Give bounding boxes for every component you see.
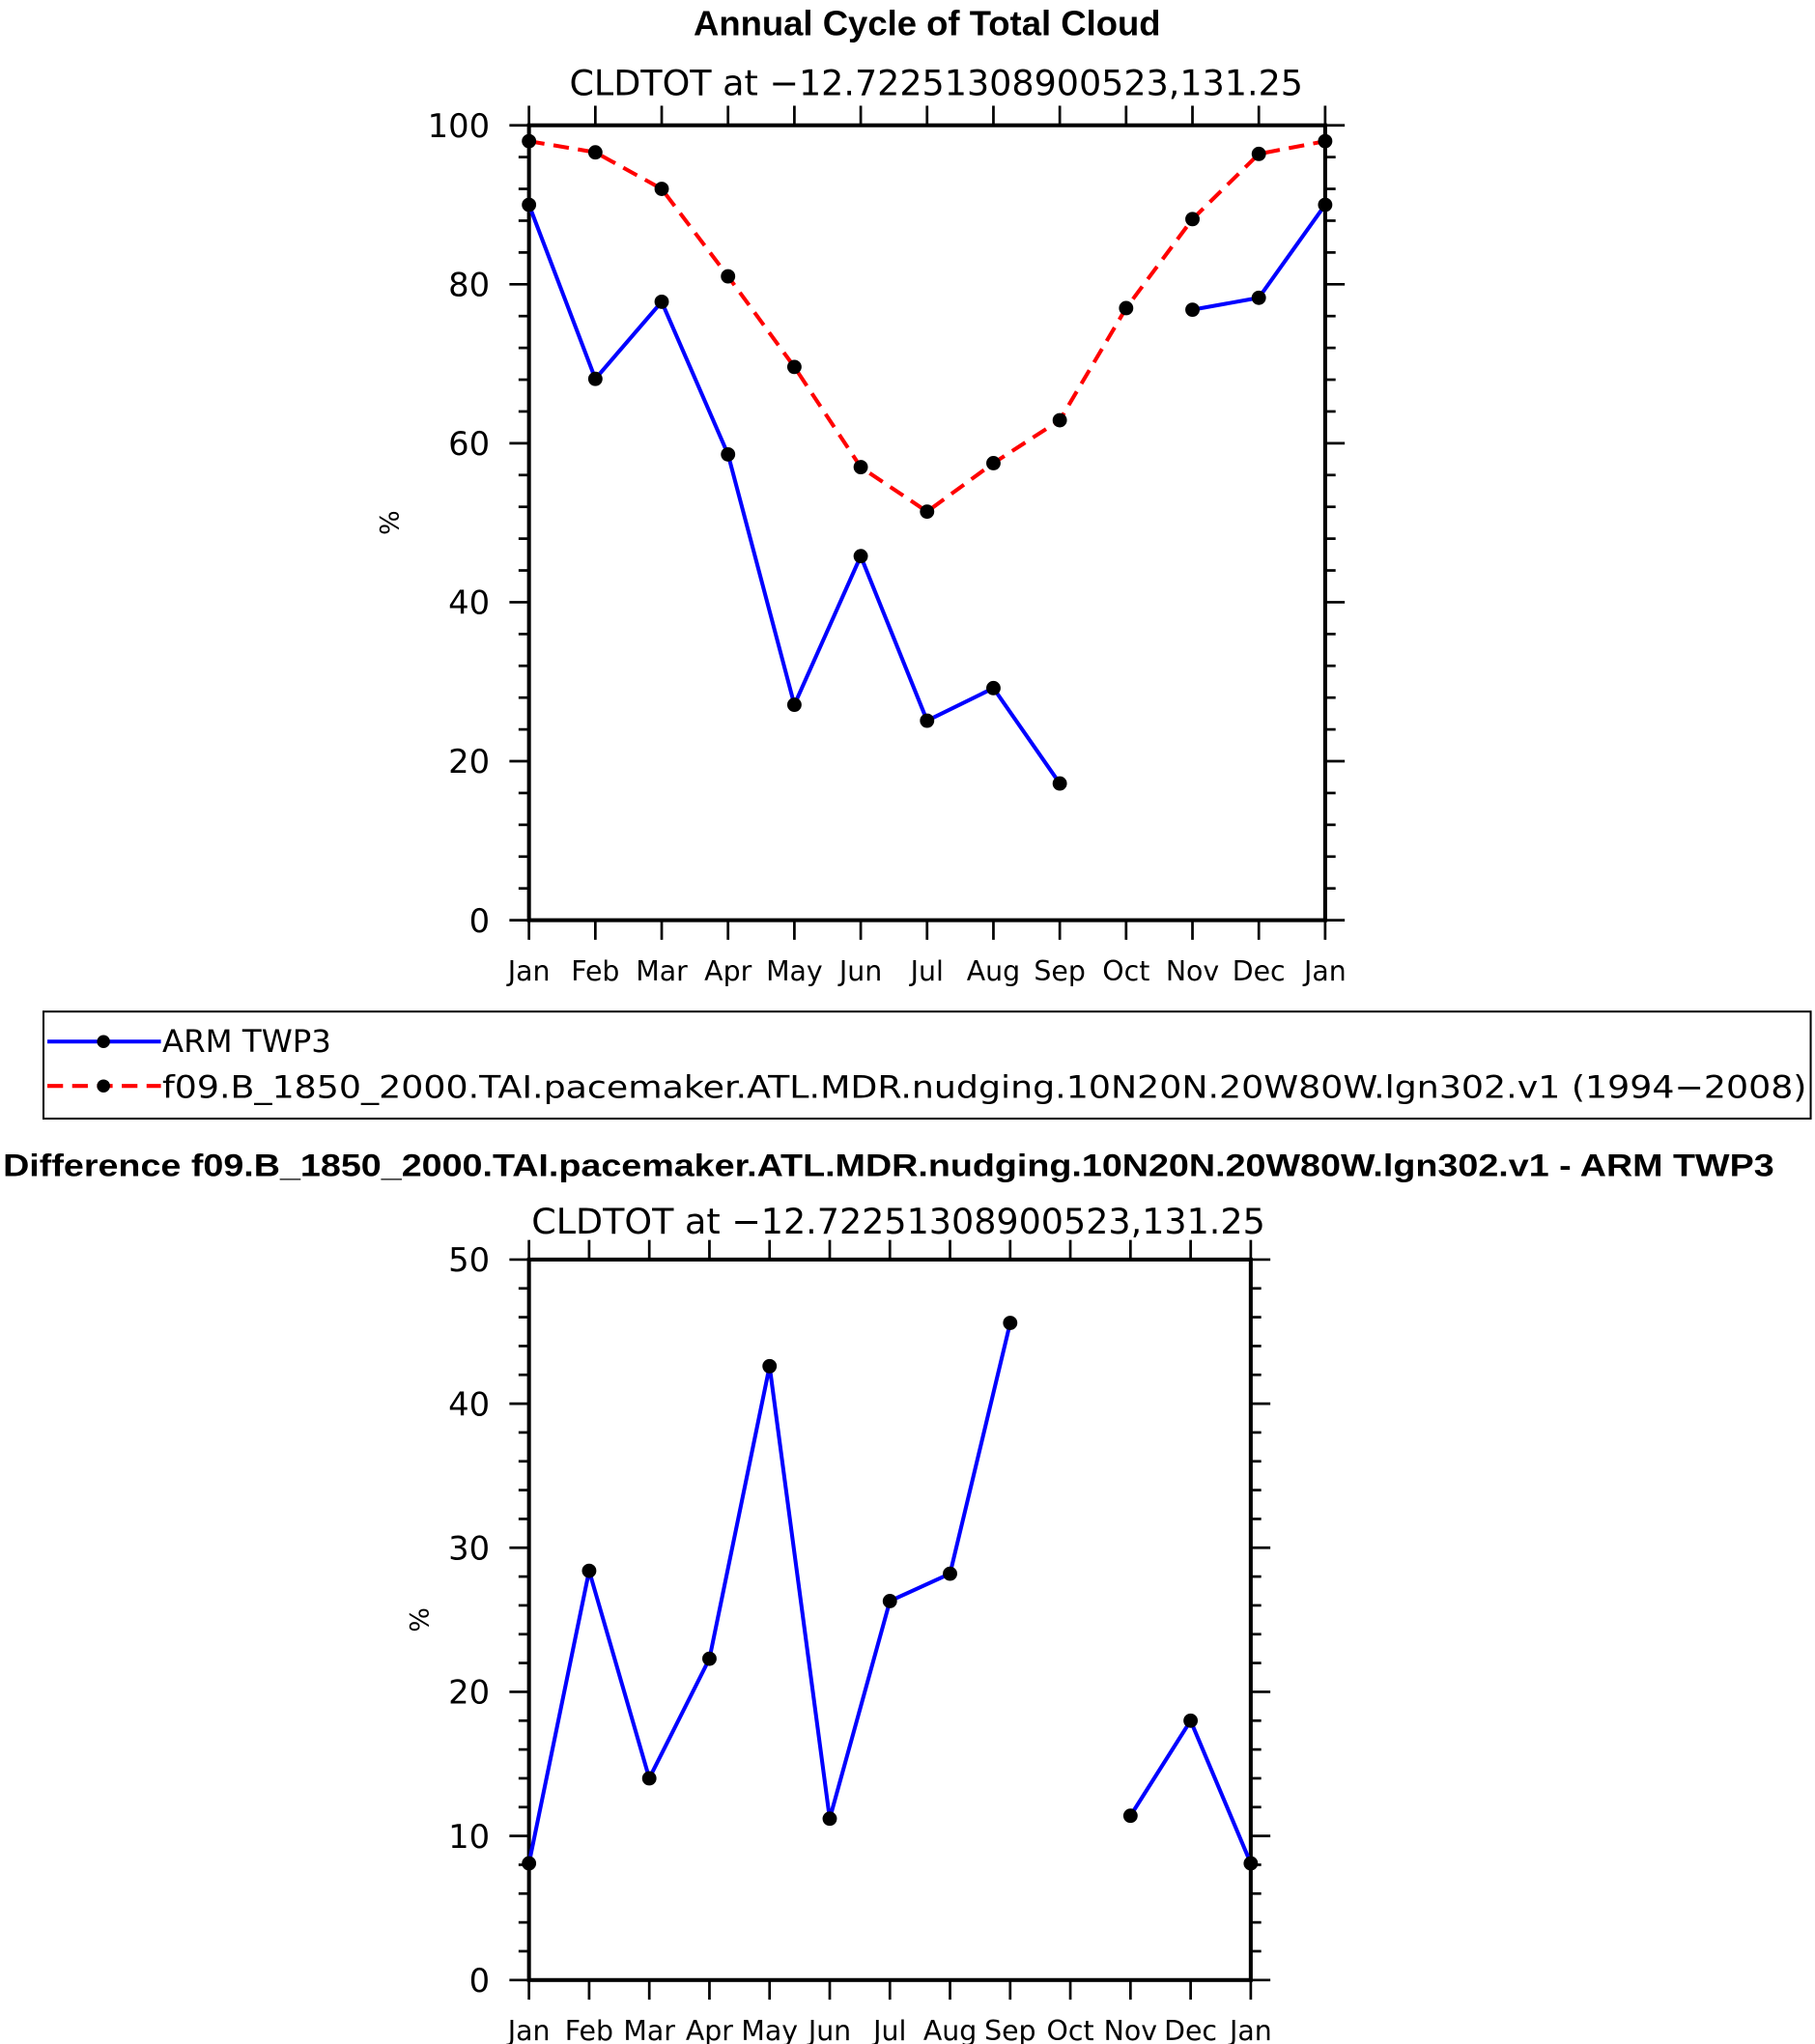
data-point-0 [702,1651,717,1666]
data-point-0 [882,1594,897,1608]
x-tick-label: Oct [1047,2015,1094,2044]
data-point-0 [587,371,603,386]
data-point-1 [1318,133,1333,149]
series-line-0 [526,204,1062,785]
x-tick-label: May [741,2015,798,2044]
x-tick-label: Sep [984,2015,1035,2044]
y-tick-label: 40 [448,1385,490,1423]
data-point-1 [1251,146,1266,161]
data-point-0 [786,697,802,713]
y-tick-label: 60 [448,425,490,463]
y-tick-label: 100 [428,107,490,145]
x-tick-label: Dec [1164,2015,1217,2044]
plot-frame [526,1257,1253,1982]
y-tick-label: 20 [448,743,490,781]
data-point-1 [721,269,736,284]
data-point-0 [1185,302,1200,318]
x-tick-label: Jan [506,955,551,987]
x-tick-label: Jun [807,2015,851,2044]
data-point-1 [587,145,603,160]
data-point-0 [1251,290,1266,305]
x-tick-label: Feb [565,2015,613,2044]
x-tick-label: Dec [1233,955,1286,987]
x-tick-label: Oct [1102,955,1149,987]
series-line-1 [528,139,1326,515]
x-tick-label: Feb [571,955,619,987]
y-tick-label: 20 [448,1674,490,1712]
data-point-0 [522,197,537,213]
data-point-1 [654,182,669,196]
y-tick-label: 80 [448,266,490,303]
data-point-0 [986,680,1001,696]
chart-title-2: Difference f09.B_1850_2000.TAI.pacemaker… [3,1148,1774,1182]
x-tick-label: Apr [704,955,752,987]
data-point-0 [721,446,736,462]
data-point-0 [1003,1316,1018,1330]
x-tick-label: Sep [1034,955,1085,987]
chart-2: 0 10 20 30 40 50% Jan Feb Mar Apr May Jun Jul Aug Sep O… [406,1239,1272,2044]
data-point-1 [522,133,537,149]
legend-label-obs: ARM TWP3 [162,1023,331,1060]
x-tick-label: Apr [686,2015,733,2044]
data-point-1 [786,359,802,375]
x-tick-label: Jan [1302,955,1347,987]
x-tick-label: Jan [1228,2015,1272,2044]
data-point-0 [920,713,935,728]
data-point-0 [853,549,868,564]
data-point-0 [1052,776,1067,791]
data-point-1 [1119,300,1134,316]
x-tick-label: Aug [967,955,1020,987]
data-point-1 [1052,412,1067,428]
data-point-1 [986,456,1001,470]
y-tick-label: 0 [469,902,490,940]
legend-label-model: f09.B_1850_2000.TAI.pacemaker.ATL.MDR.nu… [162,1068,1807,1105]
y-tick-label: 10 [448,1818,490,1856]
data-point-0 [1243,1856,1259,1871]
x-tick-label: May [766,955,823,987]
plot-frame [526,123,1327,923]
x-tick-label: Nov [1104,2015,1157,2044]
chart-title-1: Annual Cycle of Total Cloud [694,3,1161,43]
x-tick-label: Mar [636,955,688,987]
y-tick-label: 50 [448,1241,490,1279]
legend-marker-model [97,1079,110,1093]
x-tick-label: Aug [923,2015,977,2044]
x-tick-label: Jul [909,955,944,987]
data-point-0 [641,1771,657,1786]
data-point-1 [920,504,935,520]
x-tick-label: Jun [837,955,882,987]
y-axis-label: % [376,510,406,535]
x-tick-label: Jan [506,2015,551,2044]
series-line-0 [1128,1716,1253,1864]
y-tick-label: 40 [448,584,490,622]
y-axis-label: % [406,1607,436,1632]
y-tick-label: 30 [448,1529,490,1567]
data-point-0 [1318,197,1333,213]
legend-marker-obs [97,1035,110,1049]
data-point-0 [1122,1808,1138,1824]
data-point-0 [943,1566,957,1581]
data-point-0 [581,1563,597,1578]
chart-1: 0 20 40 60 80 100% Jan Feb Mar Apr May Jun Jul Aug Sep… [376,105,1347,987]
legend: ARM TWP3 f09.B_1850_2000.TAI.pacemaker.A… [42,1010,1812,1121]
data-point-1 [853,460,868,474]
x-tick-label: Jul [871,2015,906,2044]
data-point-0 [654,294,669,309]
y-tick-label: 0 [469,1962,490,2000]
x-tick-label: Mar [623,2015,675,2044]
x-tick-label: Nov [1166,955,1219,987]
data-point-0 [522,1856,537,1871]
series-line-0 [526,1322,1012,1864]
data-point-1 [1185,212,1200,227]
chart-subtitle-1: CLDTOT at −12.72251308900523,131.25 [569,63,1303,104]
data-point-0 [1183,1713,1199,1728]
data-point-0 [762,1358,778,1374]
data-point-0 [822,1811,837,1827]
chart-subtitle-2: CLDTOT at −12.72251308900523,131.25 [531,1201,1265,1242]
